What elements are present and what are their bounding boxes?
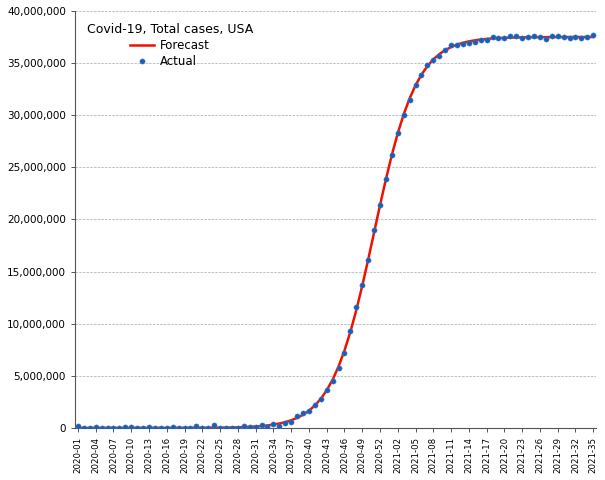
Forecast (554, 34, 561, 40)
Legend: Forecast, Actual: Forecast, Actual (81, 17, 259, 73)
Forecast (590, 34, 597, 40)
Line: Actual: Actual (75, 33, 596, 431)
Actual (92, 424, 99, 430)
Forecast (74, 425, 82, 431)
Actual (560, 34, 567, 39)
Actual (80, 425, 88, 431)
Actual (335, 366, 342, 372)
Forecast (223, 425, 230, 431)
Actual (228, 425, 235, 431)
Forecast (217, 425, 224, 431)
Forecast (329, 377, 336, 383)
Actual (223, 425, 230, 431)
Actual (590, 33, 597, 38)
Forecast (376, 203, 384, 208)
Actual (382, 176, 390, 182)
Actual (74, 423, 82, 429)
Line: Forecast: Forecast (78, 37, 594, 428)
Forecast (86, 425, 93, 431)
